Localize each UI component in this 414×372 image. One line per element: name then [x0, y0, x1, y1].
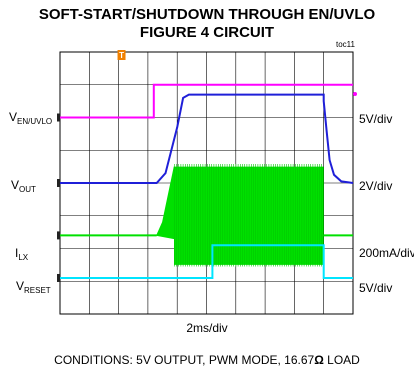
- ground-marker: [57, 231, 60, 240]
- toc-label: toc11: [336, 40, 355, 49]
- ground-marker: [57, 179, 60, 187]
- en-uvlo-offscreen-dot: [353, 92, 357, 96]
- trace-ilx-switching: [174, 164, 322, 267]
- label-ilx: ILX: [15, 246, 29, 262]
- scale-vout: 2V/div: [359, 179, 393, 193]
- scale-ilx: 200mA/div: [359, 246, 414, 260]
- scale-reset: 5V/div: [359, 281, 393, 295]
- trace-en-uvlo: [60, 83, 353, 119]
- chart-title-line-2: FIGURE 4 CIRCUIT: [139, 24, 275, 41]
- trigger-marker-label: T: [119, 51, 124, 60]
- ground-marker: [57, 273, 60, 282]
- label-en-uvlo: VEN/UVLO: [9, 110, 53, 126]
- ground-marker: [57, 113, 60, 122]
- trigger-marker-icon: [117, 50, 126, 60]
- chart-title-line-1: SOFT-START/SHUTDOWN THROUGH EN/UVLO: [38, 6, 376, 23]
- trace-ilx-ramp: [155, 166, 175, 240]
- x-axis-label: 2ms/div: [186, 321, 228, 335]
- scale-en-uvlo: 5V/div: [359, 112, 393, 126]
- trace-reset: [60, 244, 353, 279]
- conditions-text: CONDITIONS: 5V OUTPUT, PWM MODE, 16.67Ω …: [54, 353, 360, 367]
- label-vout: VOUT: [11, 178, 36, 194]
- trace-vout: [60, 93, 354, 184]
- label-reset: VRESET: [16, 279, 51, 295]
